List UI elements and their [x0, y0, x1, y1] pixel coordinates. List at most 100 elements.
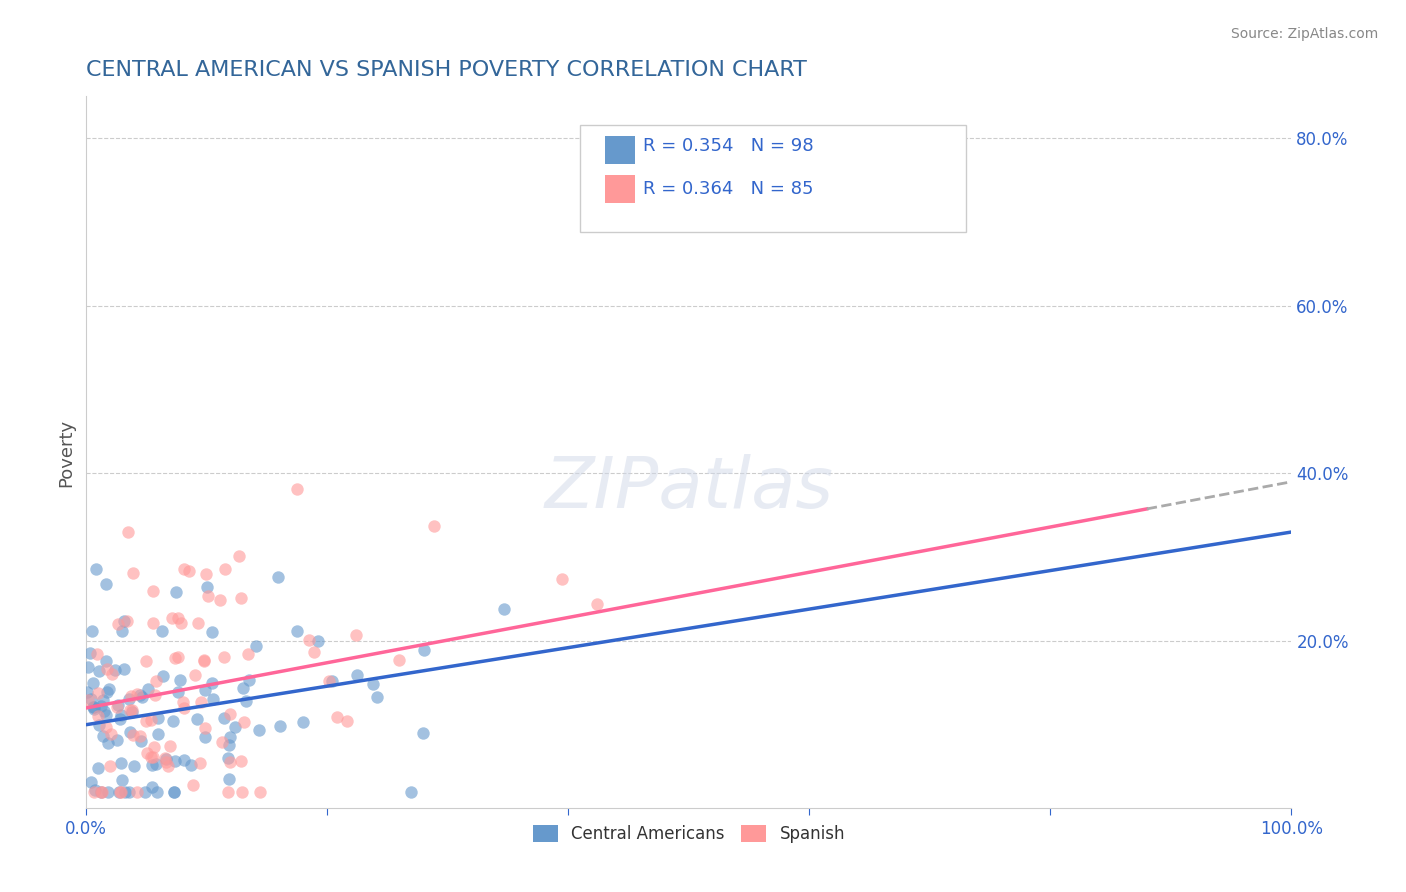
Point — [423, 519, 446, 533]
Point — [93, 704, 115, 718]
Point — [122, 759, 145, 773]
Point — [134, 785, 156, 799]
Point — [218, 755, 240, 769]
Point — [142, 749, 165, 764]
Point — [83, 702, 105, 716]
Point — [166, 585, 188, 599]
Point — [86, 647, 108, 661]
Point — [90, 698, 112, 713]
Point — [135, 654, 157, 668]
Point — [170, 615, 193, 630]
Point — [90, 785, 112, 799]
Point — [143, 740, 166, 755]
Point — [228, 549, 250, 563]
Point — [121, 566, 143, 580]
Point — [166, 649, 188, 664]
Point — [173, 562, 195, 576]
Point — [285, 482, 308, 496]
Point — [201, 624, 224, 639]
Point — [218, 772, 240, 787]
Point — [235, 694, 257, 708]
Point — [96, 662, 118, 676]
Y-axis label: Poverty: Poverty — [58, 418, 75, 486]
Point — [163, 785, 186, 799]
Point — [80, 774, 103, 789]
FancyBboxPatch shape — [605, 136, 634, 164]
Point — [173, 701, 195, 715]
Point — [112, 615, 135, 629]
Point — [304, 645, 326, 659]
Point — [346, 668, 368, 682]
Point — [150, 624, 173, 638]
Point — [217, 785, 239, 799]
Point — [110, 756, 132, 770]
Point — [224, 720, 246, 734]
Point — [366, 690, 388, 704]
Point — [344, 628, 367, 642]
Point — [218, 738, 240, 752]
Point — [217, 750, 239, 764]
Point — [83, 785, 105, 799]
Point — [98, 759, 121, 773]
Point — [155, 752, 177, 766]
Point — [100, 726, 122, 740]
Point — [129, 688, 152, 702]
Point — [97, 785, 120, 799]
Point — [190, 695, 212, 709]
Point — [146, 711, 169, 725]
FancyBboxPatch shape — [581, 125, 966, 232]
Point — [87, 664, 110, 678]
Point — [187, 615, 209, 630]
Point — [336, 714, 359, 729]
Point — [197, 589, 219, 603]
Point — [84, 782, 107, 797]
Text: ZIPatlas: ZIPatlas — [544, 453, 834, 523]
Point — [141, 713, 163, 727]
Point — [87, 709, 110, 723]
Point — [84, 562, 107, 576]
Point — [125, 785, 148, 799]
Point — [87, 686, 110, 700]
Point — [77, 693, 100, 707]
Point — [267, 570, 290, 584]
Legend: Central Americans, Spanish: Central Americans, Spanish — [533, 825, 845, 843]
Point — [136, 746, 159, 760]
FancyBboxPatch shape — [605, 175, 634, 203]
Point — [91, 692, 114, 706]
Point — [166, 684, 188, 698]
Point — [326, 709, 349, 723]
Point — [321, 674, 343, 689]
Point — [494, 602, 516, 616]
Point — [162, 714, 184, 728]
Point — [96, 684, 118, 698]
Point — [107, 698, 129, 713]
Point — [201, 676, 224, 690]
Point — [318, 673, 340, 688]
Point — [401, 785, 423, 799]
Point — [155, 756, 177, 770]
Point — [120, 725, 142, 739]
Point — [231, 681, 253, 695]
Point — [169, 673, 191, 687]
Point — [111, 624, 134, 638]
Point — [219, 730, 242, 744]
Point — [94, 577, 117, 591]
Point — [188, 756, 211, 770]
Point — [212, 650, 235, 665]
Point — [105, 700, 128, 714]
Point — [229, 754, 252, 768]
Point — [79, 646, 101, 660]
Point — [231, 785, 253, 799]
Point — [142, 615, 165, 630]
Point — [180, 758, 202, 772]
Point — [172, 695, 194, 709]
Point — [98, 681, 121, 696]
Point — [136, 681, 159, 696]
Text: R = 0.354   N = 98: R = 0.354 N = 98 — [643, 137, 814, 155]
Point — [195, 580, 218, 594]
Point — [186, 712, 208, 726]
Point — [413, 643, 436, 657]
Text: CENTRAL AMERICAN VS SPANISH POVERTY CORRELATION CHART: CENTRAL AMERICAN VS SPANISH POVERTY CORR… — [86, 60, 807, 79]
Point — [145, 673, 167, 688]
Point — [214, 562, 236, 576]
